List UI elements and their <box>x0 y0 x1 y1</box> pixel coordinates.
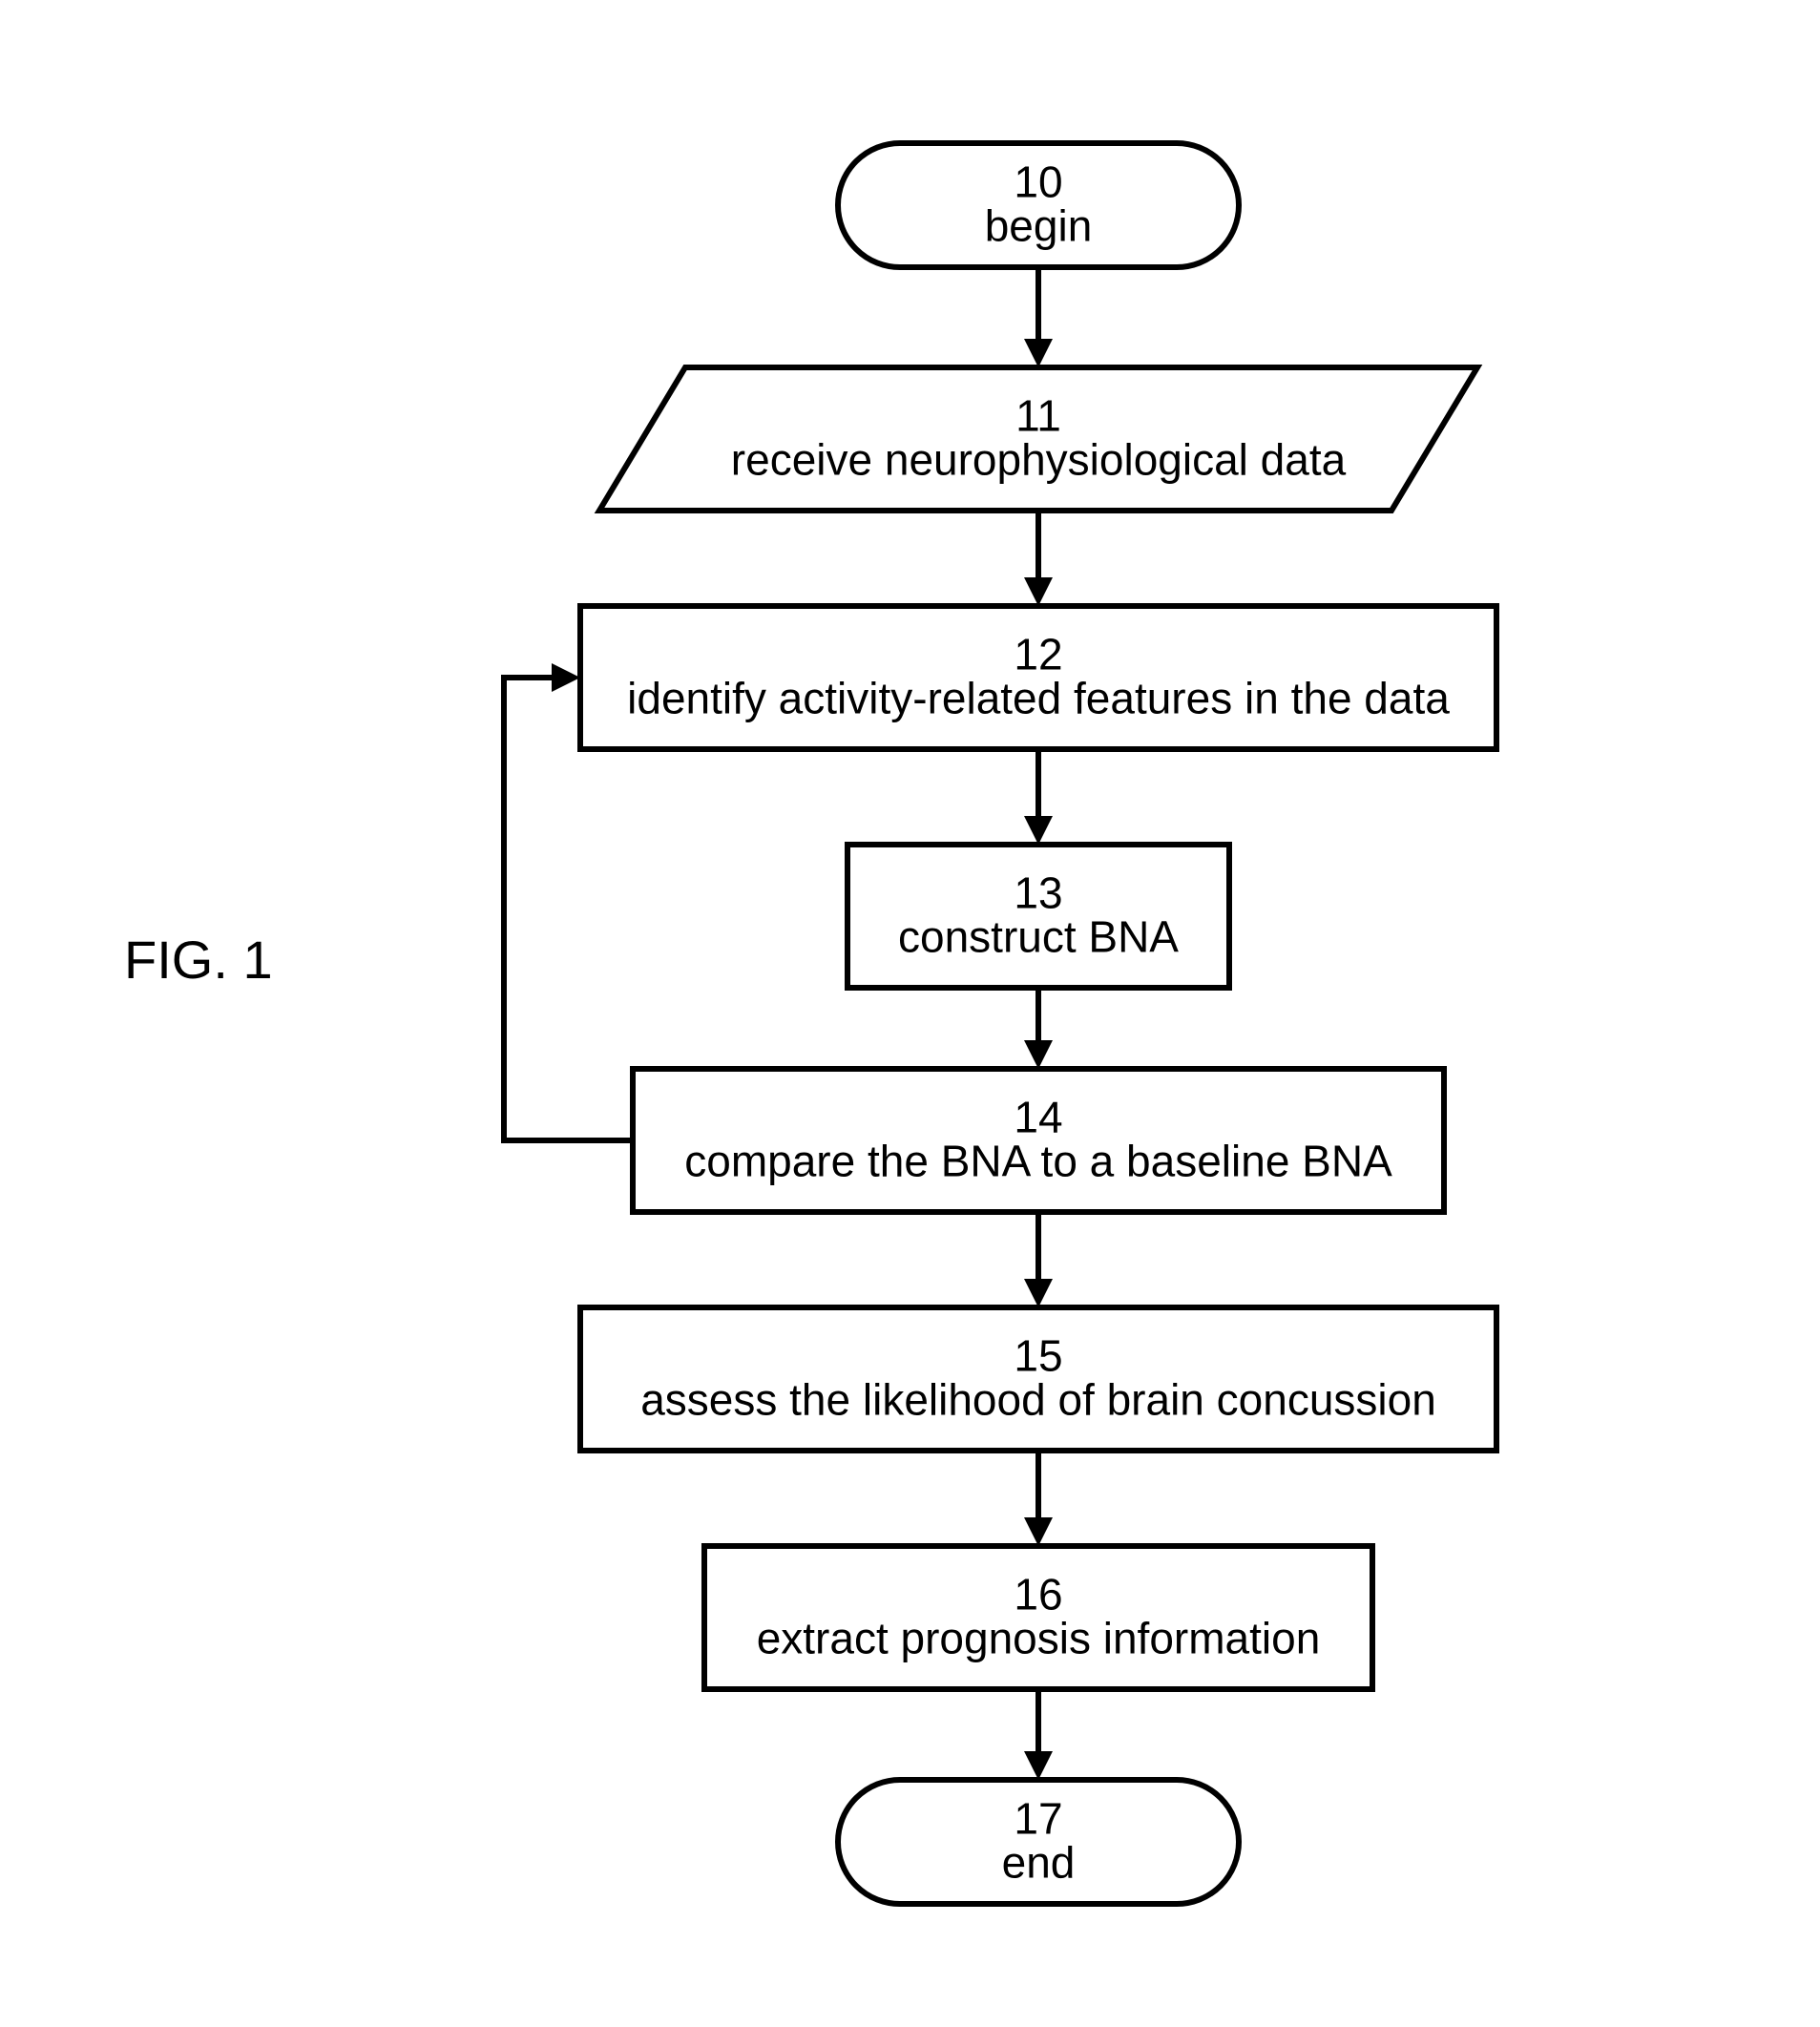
node-label: compare the BNA to a baseline BNA <box>684 1136 1392 1185</box>
node-label: extract prognosis information <box>757 1613 1321 1662</box>
node-number: 11 <box>1015 390 1061 440</box>
flow-node: 13construct BNA <box>847 845 1229 988</box>
node-label: identify activity-related features in th… <box>627 673 1450 722</box>
flow-node: 10begin <box>838 143 1239 267</box>
node-number: 16 <box>1014 1569 1062 1619</box>
flow-node: 12identify activity-related features in … <box>580 606 1496 749</box>
flow-node: 14compare the BNA to a baseline BNA <box>633 1069 1444 1212</box>
node-label: receive neurophysiological data <box>731 434 1347 484</box>
node-label: assess the likelihood of brain concussio… <box>640 1374 1436 1424</box>
flow-node: 16extract prognosis information <box>704 1546 1372 1689</box>
node-label: end <box>1002 1837 1076 1887</box>
flow-node: 17end <box>838 1780 1239 1904</box>
flow-node: 15assess the likelihood of brain concuss… <box>580 1307 1496 1451</box>
node-number: 14 <box>1014 1092 1062 1141</box>
node-number: 17 <box>1014 1793 1062 1843</box>
flow-node: 11receive neurophysiological data <box>599 367 1477 511</box>
node-label: begin <box>985 200 1093 250</box>
node-number: 10 <box>1014 157 1062 206</box>
node-number: 13 <box>1014 867 1062 917</box>
figure-label: FIG. 1 <box>124 930 273 990</box>
node-number: 15 <box>1014 1330 1062 1380</box>
node-number: 12 <box>1014 629 1062 679</box>
node-label: construct BNA <box>898 911 1179 961</box>
